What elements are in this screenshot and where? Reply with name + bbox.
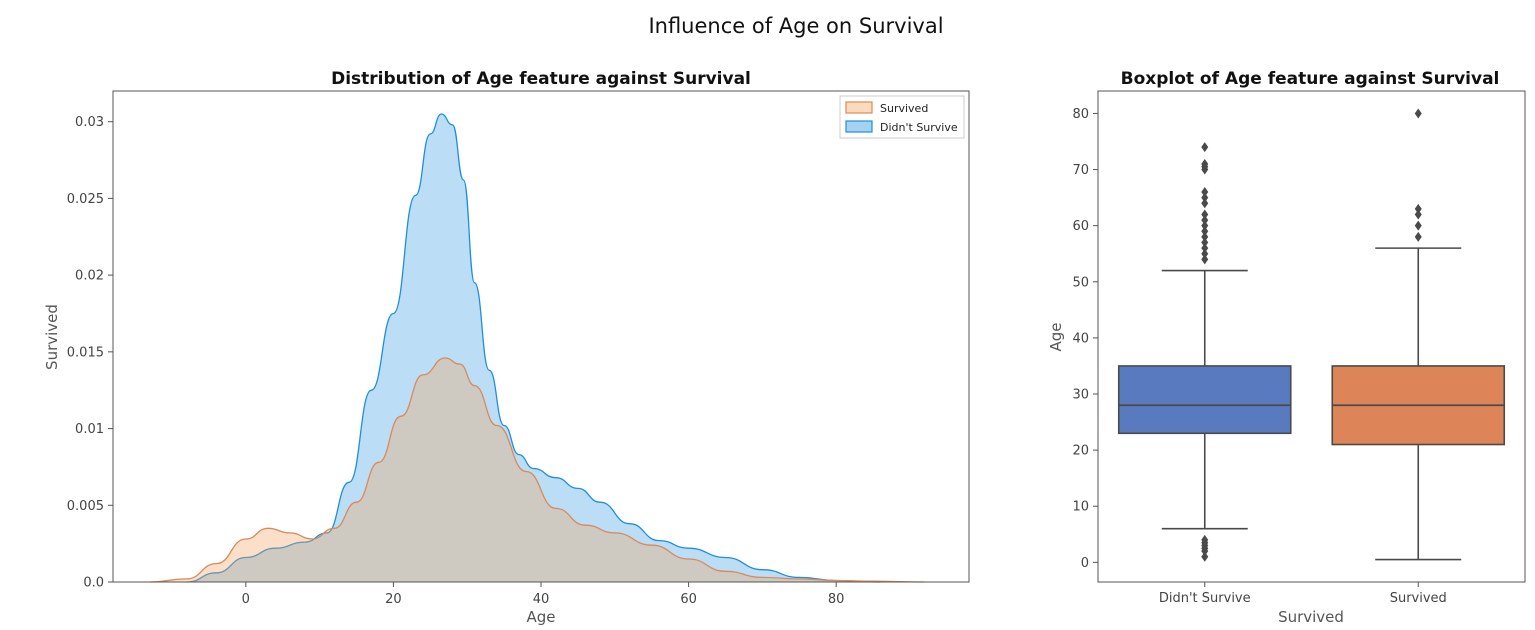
boxplot-chart: Boxplot of Age feature against Survival … bbox=[1047, 69, 1526, 626]
outlier-point bbox=[1201, 215, 1209, 226]
boxplot-series-layer bbox=[1117, 108, 1506, 562]
legend-swatch bbox=[845, 120, 873, 133]
kde-x-axis: 0 20 40 60 80 bbox=[242, 582, 845, 607]
figure-title: Influence of Age on Survival bbox=[648, 14, 943, 38]
outlier-point bbox=[1201, 142, 1209, 153]
outlier-point bbox=[1201, 243, 1209, 254]
kde-y-axis-label: Survived bbox=[43, 304, 61, 370]
x-tick-label: 20 bbox=[385, 592, 402, 607]
outlier-point bbox=[1414, 220, 1422, 231]
legend-label: Didn't Survive bbox=[880, 121, 958, 134]
x-tick-label: 40 bbox=[533, 592, 550, 607]
boxplot-x-axis-label: Survived bbox=[1278, 608, 1344, 626]
outlier-point bbox=[1201, 231, 1209, 242]
x-tick-label: 0 bbox=[242, 592, 250, 607]
boxplot-x-axis: Didn't Survive Survived bbox=[1159, 582, 1447, 606]
boxplot-y-axis-label: Age bbox=[1047, 322, 1065, 351]
y-tick-label: 0.005 bbox=[67, 499, 104, 514]
interquartile-box bbox=[1117, 365, 1292, 435]
y-tick-label: 0 bbox=[1081, 556, 1089, 571]
y-tick-label: 0.0 bbox=[83, 576, 104, 591]
kde-chart: Distribution of Age feature against Surv… bbox=[43, 69, 970, 626]
y-tick-label: 50 bbox=[1072, 275, 1089, 290]
outlier-point bbox=[1201, 551, 1209, 562]
kde-legend: Survived Didn't Survive bbox=[839, 95, 965, 139]
boxplot-y-axis: 0 10 20 30 40 50 60 70 80 bbox=[1072, 107, 1098, 571]
outlier-point bbox=[1201, 158, 1209, 169]
y-tick-label: 0.015 bbox=[67, 345, 104, 360]
outlier-point bbox=[1201, 192, 1209, 203]
box-survived bbox=[1331, 108, 1506, 561]
kde-line-survived bbox=[149, 357, 925, 583]
kde-line-didn-t-survive bbox=[186, 113, 881, 583]
outlier-point bbox=[1201, 226, 1209, 237]
y-tick-label: 60 bbox=[1072, 219, 1089, 234]
outlier-point bbox=[1414, 209, 1422, 220]
kde-x-axis-label: Age bbox=[526, 608, 555, 626]
kde-area-didn-t-survive bbox=[186, 114, 881, 582]
y-tick-label: 40 bbox=[1072, 331, 1089, 346]
y-tick-label: 70 bbox=[1072, 163, 1089, 178]
boxplot-plot-frame bbox=[1097, 90, 1526, 583]
y-tick-label: 0.025 bbox=[67, 192, 104, 207]
kde-y-axis: 0.0 0.005 0.01 0.015 0.02 0.025 0.03 bbox=[67, 115, 113, 591]
y-tick-label: 0.02 bbox=[75, 269, 104, 284]
y-tick-label: 0.01 bbox=[75, 422, 104, 437]
x-tick-label: Didn't Survive bbox=[1159, 591, 1251, 606]
y-tick-label: 80 bbox=[1072, 107, 1089, 122]
x-tick-label: 60 bbox=[680, 592, 697, 607]
x-tick-label: 80 bbox=[828, 592, 845, 607]
legend-swatch bbox=[845, 101, 873, 114]
box-didn-t-survive bbox=[1117, 142, 1292, 562]
outlier-point bbox=[1201, 237, 1209, 248]
y-tick-label: 20 bbox=[1072, 444, 1089, 459]
outlier-point bbox=[1414, 231, 1422, 242]
legend-label: Survived bbox=[880, 102, 928, 115]
outlier-point bbox=[1201, 187, 1209, 198]
kde-area-survived bbox=[149, 358, 925, 582]
outlier-point bbox=[1201, 198, 1209, 209]
outlier-point bbox=[1414, 108, 1422, 119]
outlier-point bbox=[1201, 534, 1209, 545]
kde-series-layer bbox=[149, 113, 925, 583]
outlier-point bbox=[1201, 209, 1209, 220]
y-tick-label: 10 bbox=[1072, 500, 1089, 515]
kde-chart-title: Distribution of Age feature against Surv… bbox=[331, 69, 751, 89]
y-tick-label: 0.03 bbox=[75, 115, 104, 130]
x-tick-label: Survived bbox=[1390, 591, 1447, 606]
outlier-point bbox=[1201, 220, 1209, 231]
outlier-point bbox=[1201, 254, 1209, 265]
boxplot-chart-title: Boxplot of Age feature against Survival bbox=[1121, 69, 1500, 89]
legend-box bbox=[839, 95, 965, 139]
outlier-point bbox=[1201, 248, 1209, 259]
y-tick-label: 30 bbox=[1072, 388, 1089, 403]
outlier-point bbox=[1414, 203, 1422, 214]
